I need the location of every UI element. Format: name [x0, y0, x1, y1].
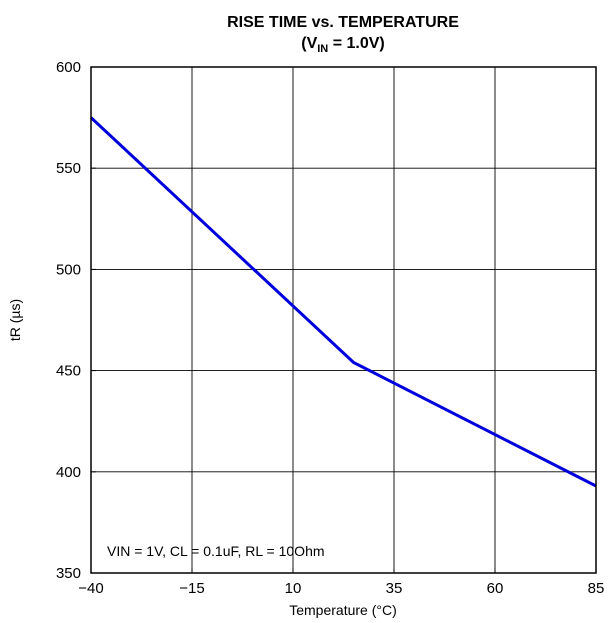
chart-title: RISE TIME vs. TEMPERATURE [227, 14, 459, 31]
x-tick-label: 85 [588, 580, 605, 597]
y-tick-label: 500 [56, 261, 81, 278]
x-tick-label: 35 [386, 580, 403, 597]
data-series [89, 116, 597, 488]
test-conditions-annotation: VIN = 1V, CL = 0.1uF, RL = 10Ohm [107, 543, 325, 559]
x-tick-label: −40 [78, 580, 103, 597]
y-tick-label: 400 [56, 464, 81, 481]
x-tick-label: 60 [487, 580, 504, 597]
axis-ticks [90, 66, 597, 574]
subtitle-open: (V [301, 35, 317, 52]
subtitle-close: = 1.0V) [328, 35, 384, 52]
series-line [89, 116, 597, 488]
y-tick-labels: 350 400 450 500 550 600 [56, 59, 81, 582]
x-tick-labels: −40 −15 10 35 60 85 [78, 580, 604, 597]
chart-subtitle: (VIN = 1.0V) [301, 35, 384, 55]
y-tick-label: 350 [56, 565, 81, 582]
y-tick-label: 450 [56, 363, 81, 380]
x-tick-label: −15 [179, 580, 204, 597]
x-tick-label: 10 [285, 580, 302, 597]
grid-lines [91, 67, 596, 573]
subtitle-subscript: IN [317, 43, 328, 55]
plot-area-frame [90, 66, 597, 574]
y-tick-label: 550 [56, 160, 81, 177]
y-axis-label: tR (µs) [7, 299, 23, 341]
y-tick-label: 600 [56, 59, 81, 76]
x-axis-label: Temperature (°C) [289, 602, 397, 618]
